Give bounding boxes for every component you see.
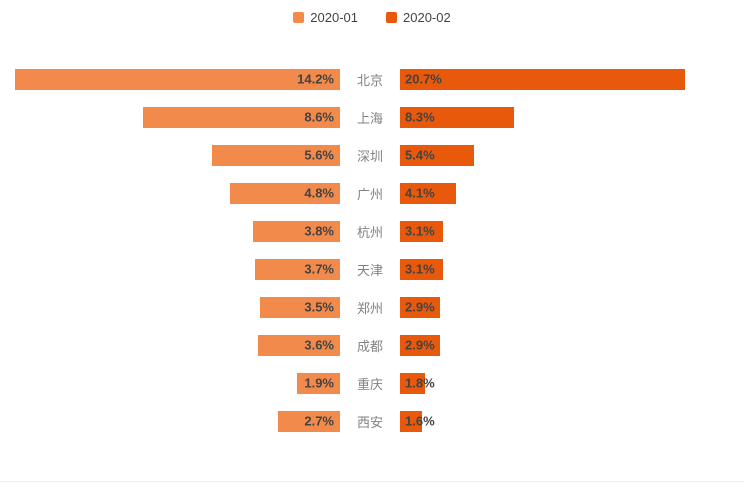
bottom-divider bbox=[0, 481, 744, 482]
bar-value-label-2020-01: 5.6% bbox=[304, 147, 334, 163]
right-bar-cell: 3.1% bbox=[400, 250, 744, 288]
right-bar-cell: 1.6% bbox=[400, 402, 744, 440]
bar-value-label-2020-01: 1.9% bbox=[304, 375, 334, 391]
city-label: 上海 bbox=[356, 110, 383, 126]
bar-2020-01 bbox=[278, 410, 340, 432]
chart-legend: 2020-01 2020-02 bbox=[0, 0, 744, 26]
left-bar-cell: 5.6% bbox=[15, 136, 340, 174]
left-bar-cell: 3.8% bbox=[15, 212, 340, 250]
bar-2020-02 bbox=[400, 106, 515, 128]
bar-value-label-2020-01: 3.5% bbox=[304, 299, 334, 315]
bar-2020-01 bbox=[143, 106, 340, 128]
chart-row: 14.2% 北京 20.7% bbox=[15, 60, 744, 98]
bar-2020-02 bbox=[400, 182, 457, 204]
left-bar-cell: 14.2% bbox=[15, 60, 340, 98]
bar-value-label-2020-02: 4.1% bbox=[405, 185, 435, 201]
city-label: 成都 bbox=[356, 338, 383, 354]
bar-value-label-2020-02: 2.9% bbox=[405, 337, 435, 353]
chart-row: 8.6% 上海 8.3% bbox=[15, 98, 744, 136]
city-label: 西安 bbox=[356, 414, 383, 430]
bar-value-label-2020-02: 1.6% bbox=[405, 413, 435, 429]
bar-value-label-2020-02: 2.9% bbox=[405, 299, 435, 315]
bar-value-label-2020-02: 20.7% bbox=[405, 71, 442, 87]
bar-value-label-2020-01: 4.8% bbox=[304, 185, 334, 201]
left-bar-cell: 2.7% bbox=[15, 402, 340, 440]
bar-2020-02 bbox=[400, 296, 440, 318]
bar-2020-02 bbox=[400, 410, 423, 432]
left-bar-cell: 4.8% bbox=[15, 174, 340, 212]
bar-value-label-2020-01: 3.7% bbox=[304, 261, 334, 277]
chart-row: 3.8% 杭州 3.1% bbox=[15, 212, 744, 250]
city-label: 北京 bbox=[356, 72, 383, 88]
right-bar-cell: 5.4% bbox=[400, 136, 744, 174]
chart-row: 2.7% 西安 1.6% bbox=[15, 402, 744, 440]
city-label: 深圳 bbox=[356, 148, 383, 164]
right-bar-cell: 4.1% bbox=[400, 174, 744, 212]
bar-value-label-2020-02: 3.1% bbox=[405, 223, 435, 239]
right-bar-cell: 8.3% bbox=[400, 98, 744, 136]
bar-value-label-2020-01: 14.2% bbox=[297, 71, 334, 87]
bar-2020-02 bbox=[400, 334, 440, 356]
bar-value-label-2020-02: 5.4% bbox=[405, 147, 435, 163]
bar-2020-01 bbox=[253, 220, 340, 242]
bar-value-label-2020-01: 3.6% bbox=[304, 337, 334, 353]
chart-row: 3.6% 成都 2.9% bbox=[15, 326, 744, 364]
bar-2020-01 bbox=[257, 334, 340, 356]
bar-2020-01 bbox=[296, 372, 340, 394]
bar-value-label-2020-02: 3.1% bbox=[405, 261, 435, 277]
chart-row: 5.6% 深圳 5.4% bbox=[15, 136, 744, 174]
bar-2020-01 bbox=[259, 296, 340, 318]
city-label: 重庆 bbox=[356, 376, 383, 392]
bar-value-label-2020-01: 8.6% bbox=[304, 109, 334, 125]
bar-2020-01 bbox=[255, 258, 340, 280]
chart-row: 3.7% 天津 3.1% bbox=[15, 250, 744, 288]
left-bar-cell: 1.9% bbox=[15, 364, 340, 402]
bar-2020-01 bbox=[211, 144, 340, 166]
left-bar-cell: 3.5% bbox=[15, 288, 340, 326]
legend-item-2020-02[interactable]: 2020-02 bbox=[386, 10, 451, 25]
bar-2020-02 bbox=[400, 258, 443, 280]
city-label: 天津 bbox=[356, 262, 383, 278]
tornado-bar-chart: 14.2% 北京 20.7% 8.6% 上海 8.3% 5.6% 深圳 5.4% 4.8% 广州 4.… bbox=[0, 60, 744, 440]
bar-value-label-2020-02: 1.8% bbox=[405, 375, 435, 391]
legend-label-2020-01: 2020-01 bbox=[310, 9, 358, 25]
bar-value-label-2020-02: 8.3% bbox=[405, 109, 435, 125]
legend-swatch-2020-01 bbox=[293, 11, 305, 23]
chart-row: 3.5% 郑州 2.9% bbox=[15, 288, 744, 326]
bar-2020-02 bbox=[400, 144, 475, 166]
legend-item-2020-01[interactable]: 2020-01 bbox=[293, 10, 358, 25]
chart-row: 1.9% 重庆 1.8% bbox=[15, 364, 744, 402]
bar-2020-01 bbox=[230, 182, 340, 204]
right-bar-cell: 2.9% bbox=[400, 326, 744, 364]
bar-2020-02 bbox=[400, 220, 443, 242]
city-label: 杭州 bbox=[356, 224, 383, 240]
bar-value-label-2020-01: 3.8% bbox=[304, 223, 334, 239]
right-bar-cell: 20.7% bbox=[400, 60, 744, 98]
legend-swatch-2020-02 bbox=[386, 11, 397, 23]
bar-2020-01 bbox=[15, 68, 340, 90]
city-label: 郑州 bbox=[356, 300, 383, 316]
bar-2020-02 bbox=[400, 68, 685, 90]
left-bar-cell: 3.6% bbox=[15, 326, 340, 364]
city-label: 广州 bbox=[356, 186, 383, 202]
right-bar-cell: 2.9% bbox=[400, 288, 744, 326]
bar-2020-02 bbox=[400, 372, 425, 394]
bar-value-label-2020-01: 2.7% bbox=[304, 413, 334, 429]
chart-row: 4.8% 广州 4.1% bbox=[15, 174, 744, 212]
right-bar-cell: 1.8% bbox=[400, 364, 744, 402]
legend-label-2020-02: 2020-02 bbox=[403, 9, 451, 25]
left-bar-cell: 8.6% bbox=[15, 98, 340, 136]
left-bar-cell: 3.7% bbox=[15, 250, 340, 288]
right-bar-cell: 3.1% bbox=[400, 212, 744, 250]
